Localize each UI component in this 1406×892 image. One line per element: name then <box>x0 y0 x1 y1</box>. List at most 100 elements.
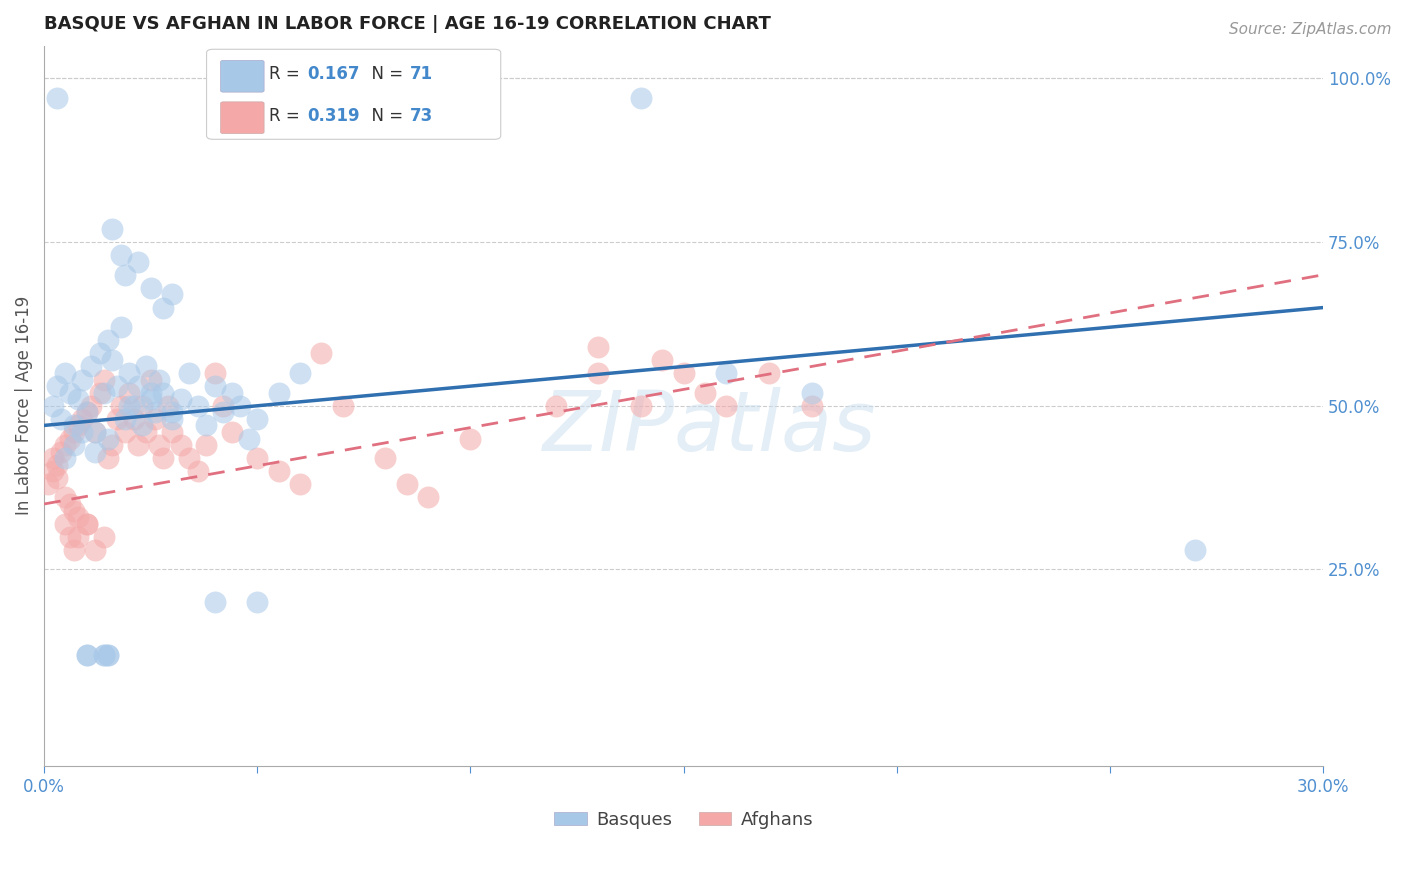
Point <box>55 516 77 531</box>
Point <box>588 366 610 380</box>
Point <box>169 438 191 452</box>
FancyBboxPatch shape <box>221 102 264 134</box>
Point <box>84 444 107 458</box>
Point <box>89 346 111 360</box>
Point <box>204 366 226 380</box>
Point <box>67 530 90 544</box>
Point <box>195 418 218 433</box>
Point <box>195 438 218 452</box>
Point <box>93 530 115 544</box>
Point <box>45 91 67 105</box>
Point <box>84 425 107 439</box>
Point <box>55 451 77 466</box>
Point <box>110 399 132 413</box>
Point <box>160 425 183 439</box>
Point <box>672 366 695 380</box>
Point <box>204 595 226 609</box>
Point <box>59 530 82 544</box>
Point <box>246 451 269 466</box>
Point <box>67 392 90 407</box>
Point <box>693 385 716 400</box>
Text: R =: R = <box>269 65 305 83</box>
Point <box>416 491 439 505</box>
Point <box>267 464 290 478</box>
Point <box>45 379 67 393</box>
Point <box>110 320 132 334</box>
Text: N =: N = <box>361 106 409 125</box>
Point <box>246 412 269 426</box>
Point <box>76 516 98 531</box>
Point <box>80 399 103 413</box>
Point <box>160 412 183 426</box>
Point <box>229 399 252 413</box>
Point <box>37 477 59 491</box>
Point <box>630 91 652 105</box>
Point <box>127 254 149 268</box>
Point <box>114 412 136 426</box>
Point <box>101 353 124 368</box>
Point <box>93 385 115 400</box>
Text: Source: ZipAtlas.com: Source: ZipAtlas.com <box>1229 22 1392 37</box>
Point <box>544 399 567 413</box>
Point <box>45 458 67 472</box>
Point <box>212 399 235 413</box>
FancyBboxPatch shape <box>207 49 501 139</box>
Point <box>131 418 153 433</box>
Point <box>127 379 149 393</box>
Point <box>156 399 179 413</box>
Point <box>246 595 269 609</box>
Point <box>67 510 90 524</box>
Point <box>177 451 200 466</box>
Point <box>152 451 174 466</box>
Point <box>309 346 332 360</box>
Point <box>105 379 128 393</box>
Text: R =: R = <box>269 106 305 125</box>
Text: N =: N = <box>361 65 409 83</box>
Point <box>93 648 115 662</box>
Point <box>118 399 141 413</box>
Point <box>238 432 260 446</box>
Point <box>588 340 610 354</box>
Point <box>59 385 82 400</box>
Point <box>395 477 418 491</box>
Point <box>800 385 823 400</box>
Point <box>716 366 738 380</box>
Point <box>72 373 94 387</box>
Point <box>93 648 115 662</box>
Point <box>1184 542 1206 557</box>
Point <box>76 648 98 662</box>
Point <box>716 399 738 413</box>
Point <box>55 366 77 380</box>
Point <box>139 385 162 400</box>
Point <box>288 366 311 380</box>
Point <box>63 438 86 452</box>
Point <box>148 373 170 387</box>
Point <box>212 405 235 419</box>
Point <box>122 412 145 426</box>
Point <box>204 379 226 393</box>
Point <box>59 432 82 446</box>
Point <box>114 268 136 282</box>
Point <box>110 248 132 262</box>
Point <box>139 373 162 387</box>
Text: 0.167: 0.167 <box>308 65 360 83</box>
FancyBboxPatch shape <box>221 61 264 92</box>
Point <box>84 542 107 557</box>
Point <box>101 438 124 452</box>
Point <box>758 366 780 380</box>
Point <box>76 405 98 419</box>
Text: 0.319: 0.319 <box>308 106 360 125</box>
Point <box>76 648 98 662</box>
Point <box>72 412 94 426</box>
Point <box>45 471 67 485</box>
Point <box>122 399 145 413</box>
Point <box>63 418 86 433</box>
Point <box>51 444 73 458</box>
Point <box>41 399 63 413</box>
Point <box>118 385 141 400</box>
Point <box>135 359 157 374</box>
Point <box>651 353 673 368</box>
Point <box>169 392 191 407</box>
Point <box>80 359 103 374</box>
Point <box>114 425 136 439</box>
